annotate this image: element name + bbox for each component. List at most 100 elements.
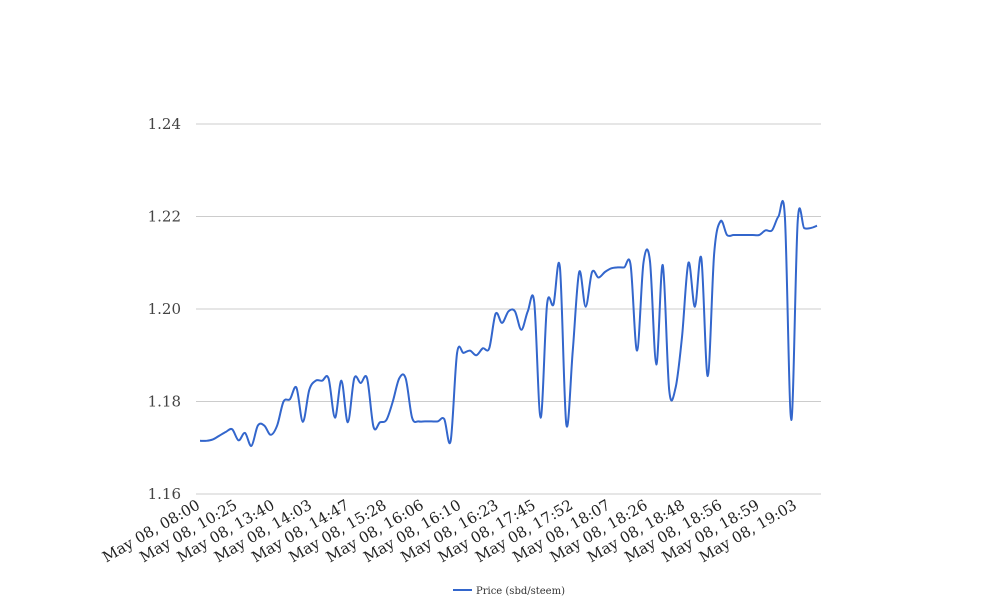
data-point-16[interactable] bbox=[300, 419, 306, 425]
data-point-40[interactable] bbox=[454, 350, 460, 356]
data-point-59[interactable] bbox=[576, 269, 582, 275]
data-point-70[interactable] bbox=[647, 257, 653, 263]
data-point-15[interactable] bbox=[293, 385, 299, 391]
data-point-25[interactable] bbox=[358, 380, 364, 386]
data-point-6[interactable] bbox=[236, 437, 242, 443]
data-point-79[interactable] bbox=[705, 373, 711, 379]
data-point-26[interactable] bbox=[364, 375, 370, 381]
data-point-47[interactable] bbox=[499, 320, 505, 326]
data-point-72[interactable] bbox=[660, 262, 666, 268]
data-point-14[interactable] bbox=[287, 396, 293, 402]
data-point-33[interactable] bbox=[409, 415, 415, 421]
data-point-41[interactable] bbox=[461, 350, 467, 356]
data-point-88[interactable] bbox=[763, 227, 769, 233]
data-point-45[interactable] bbox=[486, 345, 492, 351]
data-point-0[interactable] bbox=[197, 438, 203, 444]
data-point-11[interactable] bbox=[268, 432, 274, 438]
data-point-30[interactable] bbox=[390, 399, 396, 405]
data-point-24[interactable] bbox=[351, 375, 357, 381]
data-point-89[interactable] bbox=[769, 227, 775, 233]
data-point-10[interactable] bbox=[261, 423, 267, 429]
data-point-60[interactable] bbox=[583, 304, 589, 310]
data-point-37[interactable] bbox=[435, 418, 441, 424]
data-point-73[interactable] bbox=[666, 387, 672, 393]
data-point-50[interactable] bbox=[518, 327, 524, 333]
data-point-13[interactable] bbox=[281, 399, 287, 405]
data-point-52[interactable] bbox=[531, 299, 537, 305]
data-point-17[interactable] bbox=[306, 387, 312, 393]
data-point-86[interactable] bbox=[750, 232, 756, 238]
data-point-8[interactable] bbox=[248, 443, 254, 449]
data-point-69[interactable] bbox=[640, 260, 646, 266]
data-point-62[interactable] bbox=[595, 275, 601, 281]
data-point-68[interactable] bbox=[634, 348, 640, 354]
data-point-64[interactable] bbox=[608, 265, 614, 271]
data-point-19[interactable] bbox=[319, 378, 325, 384]
data-point-49[interactable] bbox=[512, 308, 518, 314]
data-point-58[interactable] bbox=[570, 348, 576, 354]
data-point-31[interactable] bbox=[396, 375, 402, 381]
data-point-93[interactable] bbox=[795, 218, 801, 224]
data-point-63[interactable] bbox=[602, 269, 608, 275]
data-point-27[interactable] bbox=[371, 424, 377, 430]
data-point-82[interactable] bbox=[724, 232, 730, 238]
data-point-29[interactable] bbox=[383, 417, 389, 423]
y-tick-label-4: 1.24 bbox=[148, 115, 181, 133]
data-point-92[interactable] bbox=[788, 417, 794, 423]
data-point-28[interactable] bbox=[377, 419, 383, 425]
data-point-38[interactable] bbox=[441, 416, 447, 422]
data-point-80[interactable] bbox=[711, 251, 717, 257]
data-point-23[interactable] bbox=[345, 419, 351, 425]
data-point-53[interactable] bbox=[538, 415, 544, 421]
data-point-71[interactable] bbox=[653, 362, 659, 368]
data-point-48[interactable] bbox=[506, 308, 512, 314]
data-point-91[interactable] bbox=[782, 214, 788, 220]
data-point-85[interactable] bbox=[743, 232, 749, 238]
data-point-5[interactable] bbox=[229, 426, 235, 432]
data-point-44[interactable] bbox=[480, 345, 486, 351]
data-point-35[interactable] bbox=[422, 418, 428, 424]
data-point-9[interactable] bbox=[255, 423, 261, 429]
data-point-34[interactable] bbox=[416, 418, 422, 424]
data-point-90[interactable] bbox=[775, 214, 781, 220]
data-point-42[interactable] bbox=[467, 348, 473, 354]
data-point-20[interactable] bbox=[326, 375, 332, 381]
data-point-67[interactable] bbox=[628, 262, 634, 268]
data-point-74[interactable] bbox=[673, 385, 679, 391]
data-point-75[interactable] bbox=[679, 334, 685, 340]
data-point-32[interactable] bbox=[403, 375, 409, 381]
data-point-3[interactable] bbox=[216, 433, 222, 439]
data-point-54[interactable] bbox=[544, 301, 550, 307]
legend[interactable]: Price (sbd/steem) bbox=[453, 586, 565, 597]
data-point-78[interactable] bbox=[698, 255, 704, 261]
data-point-22[interactable] bbox=[338, 378, 344, 384]
data-point-84[interactable] bbox=[737, 232, 743, 238]
data-point-55[interactable] bbox=[550, 301, 556, 307]
data-point-7[interactable] bbox=[242, 430, 248, 436]
data-point-39[interactable] bbox=[448, 438, 454, 444]
data-point-66[interactable] bbox=[621, 264, 627, 270]
data-point-96[interactable] bbox=[814, 223, 820, 229]
data-point-51[interactable] bbox=[525, 308, 531, 314]
data-point-18[interactable] bbox=[313, 378, 319, 384]
data-point-4[interactable] bbox=[223, 429, 229, 435]
data-point-94[interactable] bbox=[801, 225, 807, 231]
data-point-43[interactable] bbox=[473, 352, 479, 358]
data-point-57[interactable] bbox=[563, 422, 569, 428]
data-point-65[interactable] bbox=[615, 264, 621, 270]
data-point-46[interactable] bbox=[493, 311, 499, 317]
data-point-21[interactable] bbox=[332, 415, 338, 421]
data-point-12[interactable] bbox=[274, 423, 280, 429]
data-point-83[interactable] bbox=[730, 232, 736, 238]
data-point-95[interactable] bbox=[808, 225, 814, 231]
data-point-87[interactable] bbox=[756, 232, 762, 238]
data-point-36[interactable] bbox=[428, 418, 434, 424]
data-point-77[interactable] bbox=[692, 304, 698, 310]
data-point-1[interactable] bbox=[203, 438, 209, 444]
data-point-56[interactable] bbox=[557, 264, 563, 270]
data-point-61[interactable] bbox=[589, 269, 595, 275]
data-point-2[interactable] bbox=[210, 436, 216, 442]
data-point-81[interactable] bbox=[718, 218, 724, 224]
data-point-76[interactable] bbox=[685, 260, 691, 266]
